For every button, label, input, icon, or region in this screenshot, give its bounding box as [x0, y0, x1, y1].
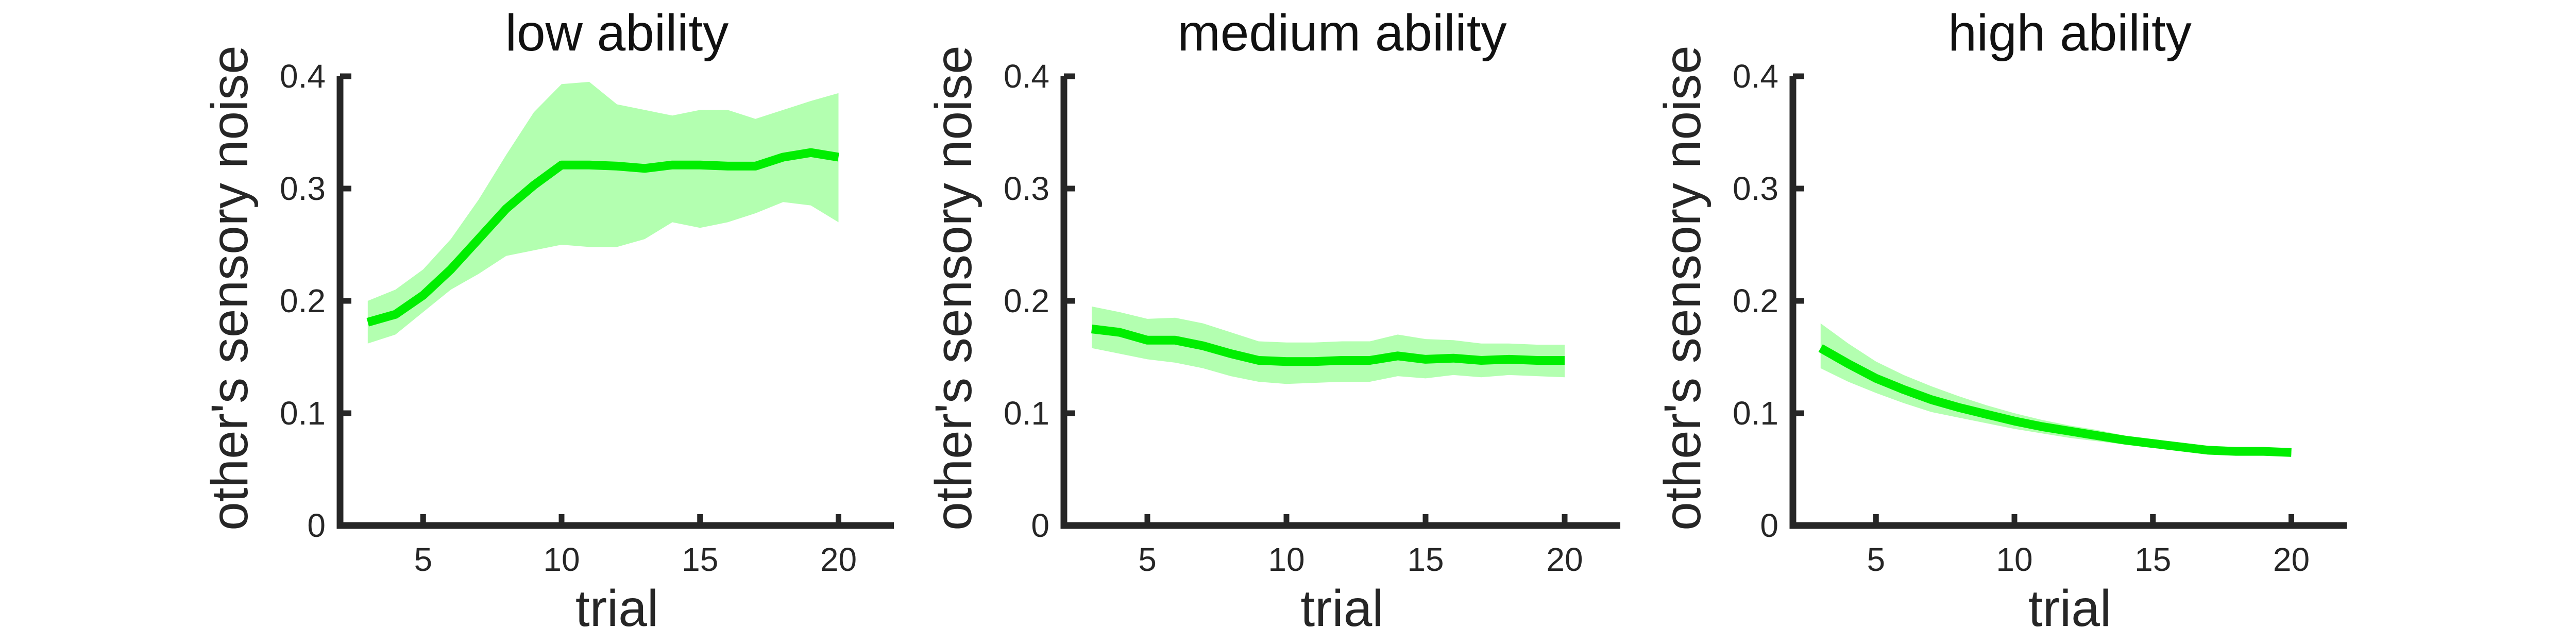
y-axis-title: other's sensory noise — [925, 45, 982, 531]
panel-low-ability: 0 0.1 0.2 0.3 0.4 5 10 15 20 low ability trial othe… — [201, 4, 894, 637]
axes — [1789, 76, 2347, 529]
series-0-error-band — [1092, 306, 1565, 384]
series-0-mean-line — [1091, 325, 1565, 366]
y-tick-label: 0.3 — [280, 170, 326, 207]
x-tick-label: 20 — [820, 541, 857, 578]
y-tick-label: 0.3 — [1733, 170, 1778, 207]
axes — [1060, 76, 1620, 529]
x-tick-label: 20 — [2273, 541, 2310, 578]
y-axis-title: other's sensory noise — [201, 45, 259, 531]
x-tick-label: 10 — [543, 541, 580, 578]
panel-title: high ability — [1948, 4, 2192, 62]
y-tick-label: 0.2 — [1733, 282, 1778, 319]
y-tick-label: 0.1 — [1004, 395, 1049, 432]
y-tick-label: 0.4 — [280, 58, 326, 95]
x-tick-label: 10 — [1268, 541, 1304, 578]
x-tick-label: 15 — [682, 541, 718, 578]
x-axis-title: trial — [2028, 580, 2111, 637]
x-tick-label: 15 — [1407, 541, 1444, 578]
y-tick-label: 0.1 — [1733, 395, 1778, 432]
panel-high-ability: 0 0.1 0.2 0.3 0.4 5 10 15 20 high ability trial oth… — [1654, 4, 2347, 637]
x-tick-label: 20 — [1546, 541, 1583, 578]
y-tick-label: 0 — [1031, 507, 1049, 544]
y-tick-label: 0.2 — [1004, 282, 1049, 319]
x-tick-label: 5 — [1867, 541, 1885, 578]
y-axis-title: other's sensory noise — [1654, 45, 1711, 531]
x-axis-title: trial — [1300, 580, 1383, 637]
x-tick-label: 5 — [414, 541, 432, 578]
x-tick-label: 10 — [1996, 541, 2032, 578]
y-tick-label: 0 — [1760, 507, 1778, 544]
x-tick-label: 15 — [2134, 541, 2171, 578]
x-tick-label: 5 — [1138, 541, 1157, 578]
series-0-mean-line — [1818, 344, 2292, 457]
panel-medium-ability: 0 0.1 0.2 0.3 0.4 5 10 15 20 medium ability trial o… — [925, 4, 1620, 637]
y-tick-label: 0.4 — [1004, 58, 1049, 95]
x-axis-title: trial — [575, 580, 658, 637]
y-tick-label: 0.1 — [280, 395, 326, 432]
y-tick-label: 0.4 — [1733, 58, 1778, 95]
series-0-mean-line — [366, 148, 839, 327]
series-0-error-band — [367, 81, 839, 344]
panel-title: medium ability — [1177, 4, 1506, 62]
panel-title: low ability — [505, 4, 729, 62]
y-tick-label: 0 — [307, 507, 326, 544]
y-tick-label: 0.2 — [280, 282, 326, 319]
y-tick-label: 0.3 — [1004, 170, 1049, 207]
